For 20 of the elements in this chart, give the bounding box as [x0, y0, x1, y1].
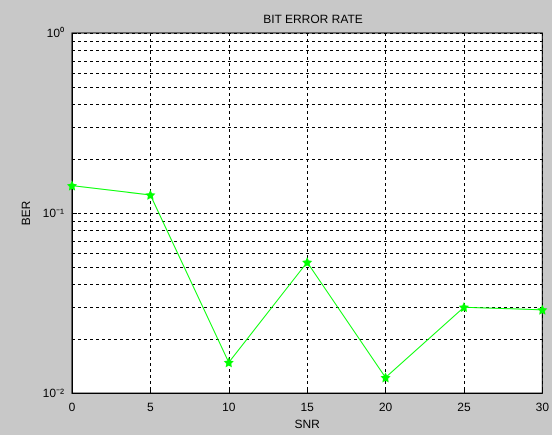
chart-title: BIT ERROR RATE [263, 12, 363, 26]
x-tick-label: 15 [300, 400, 314, 414]
point [68, 181, 76, 190]
x-tick-label: 0 [68, 400, 76, 414]
point [302, 258, 312, 267]
x-axis-title: SNR [294, 417, 320, 431]
point [146, 190, 155, 200]
x-tick-label: 30 [536, 400, 550, 414]
y-tick-label: 10⁻¹ [42, 206, 64, 220]
x-tick-label: 25 [457, 400, 471, 414]
point [381, 373, 390, 382]
x-tick-label: 20 [378, 400, 393, 414]
point [459, 302, 468, 312]
point [224, 358, 234, 367]
point [538, 305, 547, 314]
y-tick-label: 10⁻² [42, 386, 64, 400]
y-tick-label: 10⁰ [46, 26, 64, 40]
x-tick-label: 10 [222, 400, 236, 414]
y-axis-title: BER [18, 200, 33, 226]
x-tick-label: 5 [147, 400, 154, 414]
